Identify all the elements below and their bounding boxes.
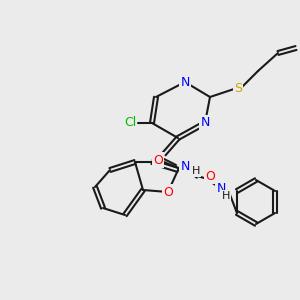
Text: N: N [180, 76, 190, 88]
Text: N: N [200, 116, 210, 130]
Text: O: O [205, 169, 215, 182]
Text: N: N [216, 182, 226, 194]
Text: O: O [153, 154, 163, 166]
Text: H: H [222, 191, 230, 201]
Text: S: S [234, 82, 242, 95]
Text: O: O [163, 185, 173, 199]
Text: N: N [180, 160, 190, 173]
Text: Cl: Cl [124, 116, 136, 130]
Text: H: H [192, 166, 200, 176]
